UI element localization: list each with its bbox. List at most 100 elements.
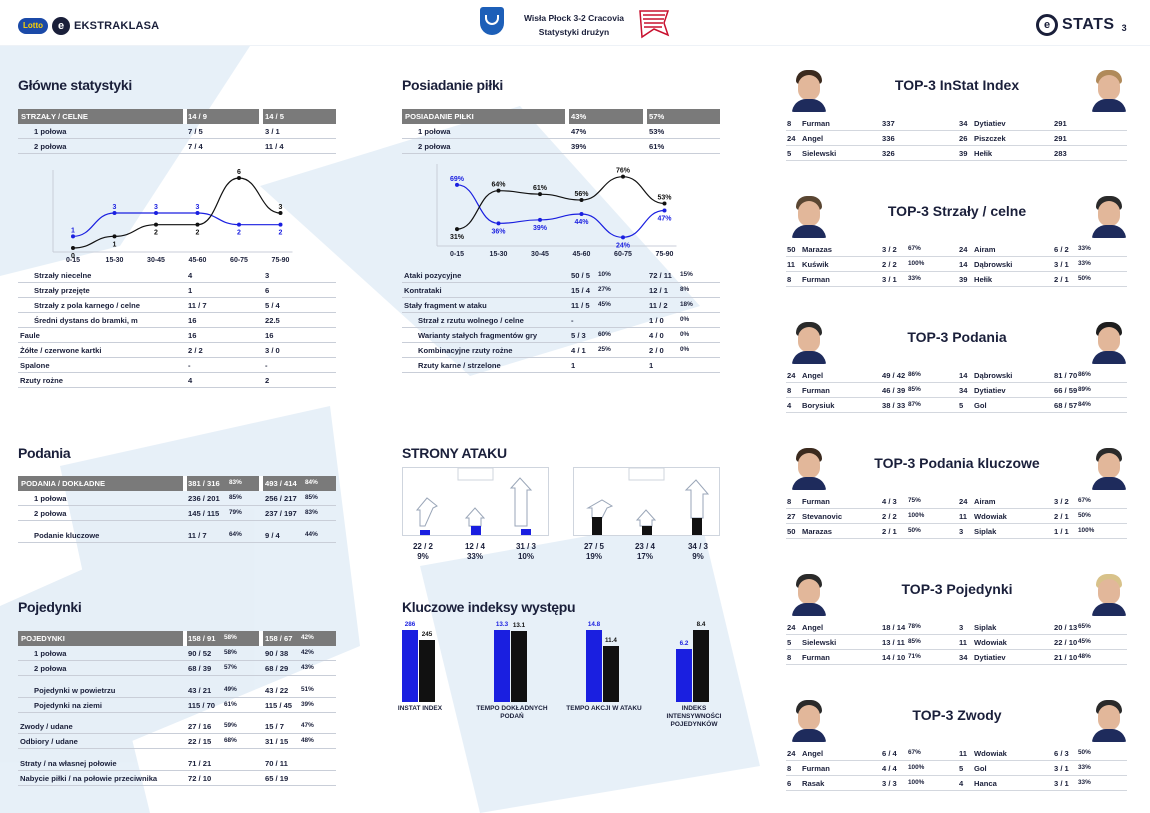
home-value: 27 / 16 bbox=[188, 722, 212, 731]
home-pct: 57% bbox=[224, 664, 237, 671]
x-tick-label: 0-15 bbox=[450, 251, 464, 258]
home-value: 14 / 9 bbox=[188, 112, 207, 121]
main-stats-header-row: STRZAŁY / CELNE 14 / 9 14 / 5 bbox=[18, 109, 336, 124]
top3-title: TOP-3 Strzały / celne bbox=[887, 203, 1027, 219]
x-tick-label: 75-90 bbox=[272, 257, 290, 264]
passes-title: Podania bbox=[18, 445, 71, 461]
home-value: 72 / 10 bbox=[188, 774, 212, 783]
away-player-value: 1 / 1 bbox=[1054, 527, 1069, 536]
away-player-value: 291 bbox=[1054, 119, 1067, 128]
away-player-photo bbox=[1090, 446, 1128, 490]
away-pct: 8% bbox=[680, 286, 690, 293]
row-label: Rzuty rożne bbox=[20, 376, 64, 385]
home-pct: 58% bbox=[224, 649, 237, 656]
row-label: 1 połowa bbox=[418, 127, 451, 136]
away-value: 16 bbox=[265, 331, 274, 340]
away-pct: 42% bbox=[301, 649, 314, 656]
away-player-name: Wdowiak bbox=[974, 638, 1007, 647]
top3-row: 24 Angel 6 / 4 67% 11 Wdowiak 6 / 3 50% bbox=[786, 746, 1127, 761]
photo-head bbox=[1098, 579, 1120, 604]
home-player-name: Sielewski bbox=[802, 638, 837, 647]
home-player-pct: 78% bbox=[908, 623, 921, 630]
away-value: 61% bbox=[649, 142, 665, 151]
photo-head bbox=[1098, 201, 1120, 226]
top3-row: 8 Furman 4 / 4 100% 5 Gol 3 / 1 33% bbox=[786, 761, 1127, 776]
home-value: 43 / 21 bbox=[188, 686, 212, 695]
main-stats-title: Główne statystyki bbox=[18, 77, 132, 93]
home-value: 4 / 1 bbox=[571, 346, 586, 355]
bar-value-label: 6.2 bbox=[679, 639, 689, 647]
data-label: 44% bbox=[574, 219, 589, 226]
photo-shirt bbox=[1092, 225, 1126, 238]
home-player-photo bbox=[790, 194, 828, 238]
photo-head bbox=[798, 75, 820, 100]
away-point bbox=[455, 227, 459, 232]
row-label: Stały fragment w ataku bbox=[404, 301, 487, 310]
home-pct: 10% bbox=[598, 271, 611, 278]
home-point bbox=[71, 234, 75, 239]
attack-pct: 9% bbox=[417, 552, 429, 561]
ekstraklasa-ball-icon: e bbox=[52, 17, 70, 35]
home-pct: 79% bbox=[229, 509, 242, 516]
row-label: Strzały niecelne bbox=[34, 271, 92, 280]
away-player-value: 68 / 57 bbox=[1054, 401, 1078, 410]
home-value: 4 bbox=[188, 376, 193, 385]
page-header: Lotto e EKSTRAKLASA Wisła Płock 3-2 Crac… bbox=[0, 0, 1150, 46]
row-label: 2 połowa bbox=[34, 509, 67, 518]
attack-value: 27 / 5 bbox=[583, 542, 604, 551]
row-label: 1 połowa bbox=[34, 127, 67, 136]
home-value: 115 / 70 bbox=[188, 701, 216, 710]
home-player-name: Furman bbox=[802, 275, 830, 284]
away-player-photo bbox=[1090, 68, 1128, 112]
home-pct: 60% bbox=[598, 331, 611, 338]
home-value: 5 / 3 bbox=[571, 331, 586, 340]
home-point bbox=[496, 221, 501, 226]
home-player-number: 6 bbox=[787, 779, 792, 788]
home-player-number: 5 bbox=[787, 638, 792, 647]
row-label: Strzały przejęte bbox=[34, 286, 90, 295]
away-player-name: Airam bbox=[974, 245, 996, 254]
away-pct: 44% bbox=[305, 531, 318, 538]
bar-value-label: 8.4 bbox=[696, 620, 706, 628]
home-player-name: Borysiuk bbox=[802, 401, 835, 410]
pass-row: 1 połowa 236 / 201 85% 256 / 217 85% bbox=[18, 491, 336, 506]
home-value: 1 bbox=[188, 286, 193, 295]
home-player-name: Angel bbox=[802, 134, 824, 143]
away-player-value: 3 / 1 bbox=[1054, 260, 1069, 269]
away-point bbox=[237, 176, 241, 180]
half-row: 2 połowa 39% 61% bbox=[402, 139, 720, 154]
x-tick-label: 45-60 bbox=[573, 251, 591, 258]
away-player-value: 291 bbox=[1054, 134, 1067, 143]
away-value: 1 / 0 bbox=[649, 316, 664, 325]
row-label: Rzuty karne / strzelone bbox=[418, 361, 501, 370]
photo-shirt bbox=[1092, 729, 1126, 742]
home-player-value: 38 / 33 bbox=[882, 401, 906, 410]
photo-head bbox=[798, 705, 820, 730]
photo-shirt bbox=[792, 99, 826, 112]
away-player-number: 24 bbox=[959, 245, 968, 254]
home-attack-side-stat: 22 / 2 9% bbox=[400, 542, 446, 562]
home-player-pct: 100% bbox=[908, 512, 925, 519]
photo-head bbox=[798, 579, 820, 604]
data-label: 6 bbox=[237, 169, 241, 176]
away-player-value: 6 / 3 bbox=[1054, 749, 1069, 758]
away-value: 65 / 19 bbox=[265, 774, 289, 783]
home-player-name: Furman bbox=[802, 386, 830, 395]
passes-header-row: PODANIA / DOKŁADNE 381 / 316 83% 493 / 4… bbox=[18, 476, 336, 491]
home-player-name: Marazas bbox=[802, 245, 832, 254]
home-index-bar bbox=[586, 629, 602, 702]
home-pct: 68% bbox=[224, 737, 237, 744]
home-player-pct: 50% bbox=[908, 527, 921, 534]
photo-head bbox=[1098, 327, 1120, 352]
possession-title: Posiadanie piłki bbox=[402, 77, 504, 93]
home-player-value: 46 / 39 bbox=[882, 386, 906, 395]
stat-row: Warianty stałych fragmentów gry 5 / 3 60% 4… bbox=[402, 328, 720, 343]
home-pct: 25% bbox=[598, 346, 611, 353]
home-value: 71 / 21 bbox=[188, 759, 212, 768]
away-attack-pitch bbox=[573, 467, 720, 536]
cracovia-crest-icon bbox=[639, 10, 670, 39]
away-value: 3 / 1 bbox=[265, 127, 280, 136]
away-value: 237 / 197 bbox=[265, 509, 297, 518]
top3-title: TOP-3 Podania kluczowe bbox=[874, 455, 1040, 471]
league-logo: Lotto e EKSTRAKLASA bbox=[18, 17, 159, 35]
